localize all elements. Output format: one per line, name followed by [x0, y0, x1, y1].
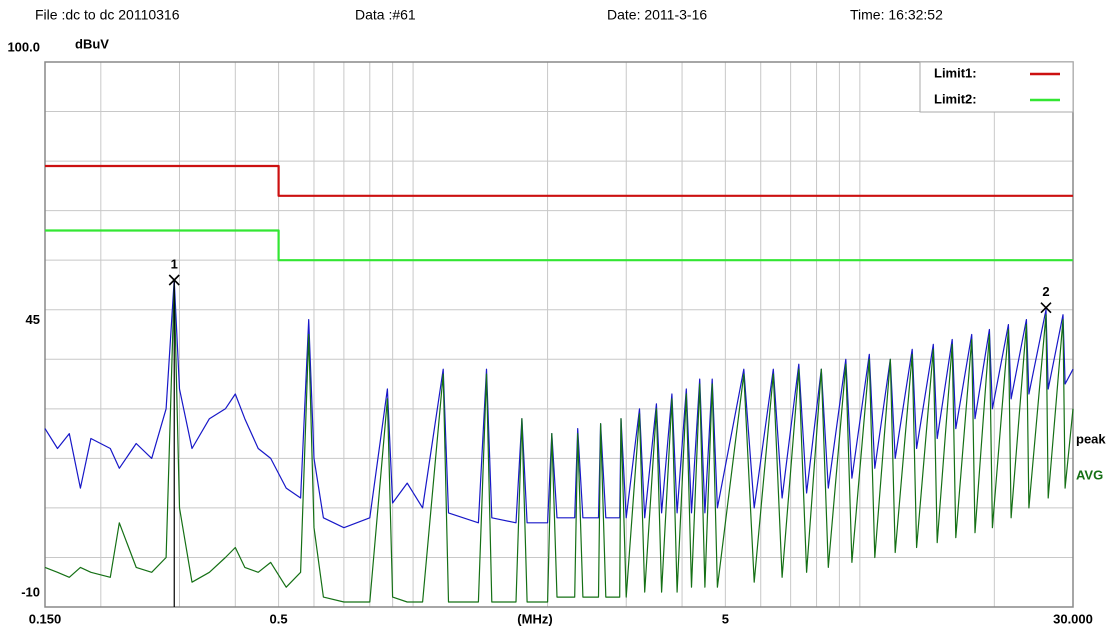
data-label: Data :#61: [355, 7, 416, 23]
marker: [168, 274, 180, 286]
time-label: Time: 16:32:52: [850, 7, 943, 23]
limit-line: [45, 164, 1073, 197]
y-tick-label: 45: [26, 312, 40, 327]
x-tick-label: 0.5: [270, 611, 288, 626]
x-axis-label: (MHz): [517, 611, 552, 626]
trace: [44, 284, 1074, 603]
marker: [1040, 302, 1052, 314]
legend: [919, 61, 1074, 113]
marker-label: 1: [171, 256, 178, 271]
legend-label: Limit2:: [934, 91, 977, 106]
file-label: File :dc to dc 20110316: [35, 7, 180, 23]
y-tick-label: -10: [21, 584, 40, 599]
plot-border: [44, 61, 1074, 608]
limit-line: [45, 229, 1073, 262]
trace-label: AVG: [1076, 467, 1103, 482]
y-unit: dBuV: [75, 36, 109, 51]
x-tick-label: 30.000: [1053, 611, 1093, 626]
trace-label: peak: [1076, 431, 1106, 446]
date-label: Date: 2011-3-16: [607, 7, 707, 23]
legend-label: Limit1:: [934, 65, 977, 80]
y-tick-label: 100.0: [7, 39, 40, 54]
marker-label: 2: [1042, 284, 1049, 299]
x-tick-label: 0.150: [29, 611, 62, 626]
x-tick-label: 5: [722, 611, 729, 626]
